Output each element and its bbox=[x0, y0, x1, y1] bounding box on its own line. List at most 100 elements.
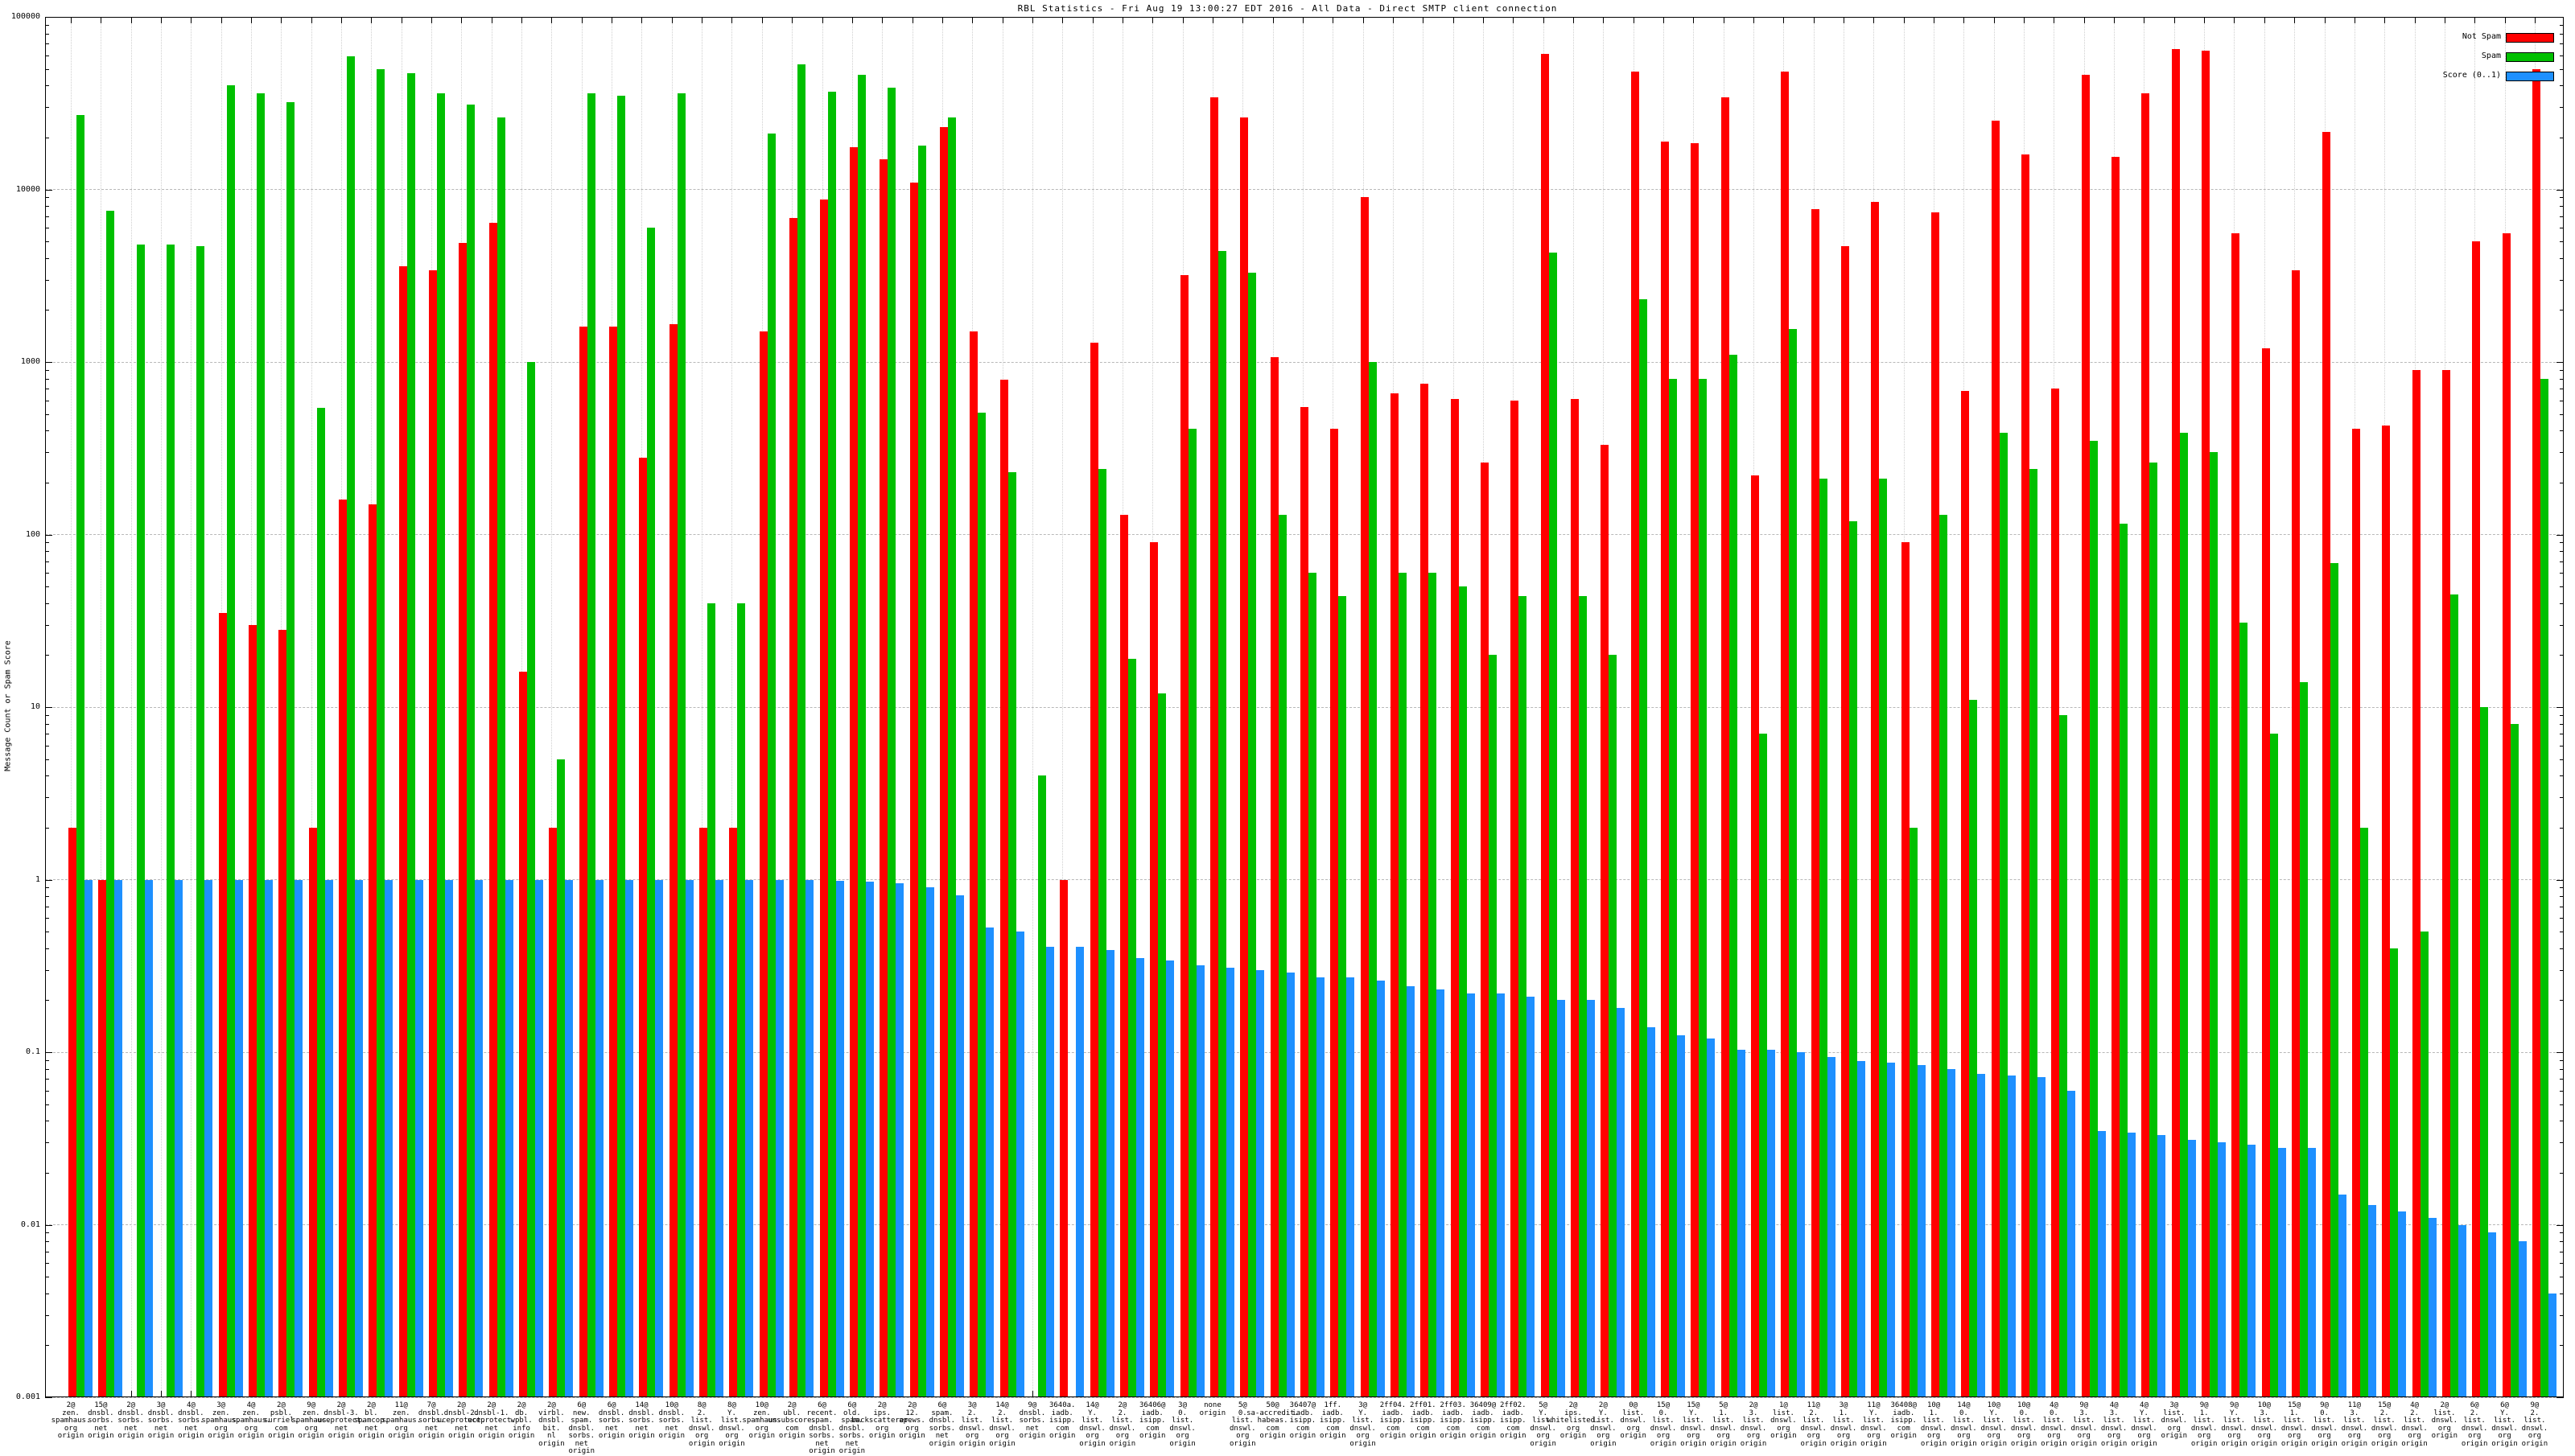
bar-spam bbox=[1458, 586, 1467, 1397]
bar-spam bbox=[1939, 515, 1948, 1397]
bar-not-spam bbox=[1060, 879, 1069, 1397]
bar-not-spam bbox=[1209, 97, 1218, 1397]
bar-spam bbox=[2149, 463, 2158, 1397]
bar-spam bbox=[917, 145, 926, 1397]
bar-score bbox=[1196, 964, 1205, 1397]
bar-spam bbox=[1368, 362, 1377, 1397]
bar-score bbox=[1977, 1073, 1986, 1397]
legend-label: Score (0..1) bbox=[2442, 71, 2501, 80]
bar-spam bbox=[1338, 595, 1347, 1397]
x-tick bbox=[341, 17, 343, 23]
bar-spam bbox=[406, 73, 415, 1397]
y-tick-label: 10 bbox=[30, 702, 40, 711]
bar-score bbox=[295, 879, 303, 1397]
x-tick bbox=[311, 17, 312, 23]
y-tick-minor bbox=[2560, 586, 2564, 588]
y-tick-minor bbox=[45, 279, 49, 281]
y-tick-minor bbox=[2560, 1104, 2564, 1105]
bar-spam bbox=[1278, 515, 1287, 1397]
y-tick-minor bbox=[45, 216, 49, 217]
bar-not-spam bbox=[2021, 154, 2030, 1397]
x-tick-label: 9@ 3. list. dnswl. org origin bbox=[2070, 1401, 2098, 1448]
y-tick-minor bbox=[2560, 887, 2564, 889]
bar-spam bbox=[2210, 452, 2219, 1397]
bar-spam bbox=[1098, 468, 1106, 1397]
x-tick bbox=[2474, 17, 2476, 23]
y-tick-minor bbox=[45, 452, 49, 454]
x-tick bbox=[2534, 17, 2536, 23]
x-tick-label: 4@ 3. list. dnswl. org origin bbox=[2100, 1401, 2128, 1448]
bar-not-spam bbox=[819, 199, 828, 1397]
x-tick-label: 10@ 0. list. dnswl. org origin bbox=[2010, 1401, 2037, 1448]
bar-score bbox=[234, 879, 243, 1397]
y-tick-minor bbox=[2560, 1263, 2564, 1265]
bar-not-spam bbox=[939, 126, 948, 1397]
x-tick bbox=[461, 17, 463, 23]
bar-not-spam bbox=[218, 613, 227, 1397]
bar-score bbox=[2097, 1130, 2106, 1397]
bar-score bbox=[2458, 1224, 2466, 1397]
bar-spam bbox=[2059, 714, 2068, 1397]
bar-spam bbox=[2269, 734, 2278, 1397]
bar-spam bbox=[76, 114, 84, 1397]
x-gridline bbox=[731, 17, 733, 1397]
bar-score bbox=[2548, 1293, 2556, 1397]
bar-score bbox=[925, 887, 934, 1397]
bar-score bbox=[655, 880, 664, 1397]
y-tick-minor bbox=[2560, 310, 2564, 311]
bar-not-spam bbox=[579, 327, 587, 1397]
x-tick bbox=[1272, 17, 1274, 23]
bar-score bbox=[625, 880, 634, 1397]
x-tick-label: 2ff01. iadb. isipp. com origin bbox=[1410, 1401, 1436, 1440]
bar-spam bbox=[106, 211, 115, 1397]
bar-score bbox=[775, 880, 784, 1397]
bar-score bbox=[324, 879, 333, 1397]
y-tick-major bbox=[45, 1397, 52, 1398]
bar-spam bbox=[1158, 693, 1167, 1397]
bar-spam bbox=[1759, 734, 1768, 1397]
bar-score bbox=[2218, 1142, 2227, 1397]
y-tick-minor bbox=[2560, 43, 2564, 45]
bar-score bbox=[385, 879, 393, 1397]
y-tick-minor bbox=[45, 603, 49, 604]
legend-swatch bbox=[2506, 52, 2554, 62]
bar-spam bbox=[1999, 432, 2008, 1397]
bar-score bbox=[715, 880, 724, 1397]
bar-spam bbox=[1849, 520, 1858, 1397]
bar-spam bbox=[2359, 827, 2368, 1397]
bar-spam bbox=[1188, 429, 1197, 1397]
y-tick-major bbox=[2556, 879, 2564, 881]
bar-score bbox=[1316, 977, 1325, 1397]
x-tick-label: 7@ dnsbl. sorbs. net origin bbox=[418, 1401, 445, 1440]
bar-spam bbox=[1127, 659, 1136, 1397]
bar-not-spam bbox=[429, 269, 438, 1397]
bar-score bbox=[835, 881, 844, 1397]
x-gridline bbox=[1032, 17, 1033, 1397]
x-tick bbox=[1032, 17, 1033, 23]
x-tick bbox=[761, 17, 763, 23]
bar-score bbox=[2128, 1133, 2136, 1397]
bar-spam bbox=[677, 93, 686, 1397]
bar-score bbox=[475, 879, 484, 1397]
y-tick-minor bbox=[45, 413, 49, 415]
y-tick-major bbox=[45, 189, 52, 191]
y-tick-major bbox=[45, 707, 52, 708]
y-tick-minor bbox=[2560, 551, 2564, 553]
bar-spam bbox=[1909, 827, 1918, 1397]
bar-score bbox=[2157, 1135, 2166, 1397]
x-tick-label: 15@ 2. list. dnswl. org origin bbox=[2371, 1401, 2398, 1448]
bar-spam bbox=[347, 56, 356, 1397]
y-tick-minor bbox=[2560, 655, 2564, 656]
y-tick-minor bbox=[45, 714, 49, 716]
x-tick-label: 2@ psbl. surriel. com origin bbox=[263, 1401, 299, 1440]
bar-not-spam bbox=[2412, 369, 2420, 1397]
x-tick-label: 8@ 2. list. dnswl. org origin bbox=[688, 1401, 715, 1448]
x-tick-label: none origin bbox=[1199, 1401, 1226, 1417]
bar-not-spam bbox=[249, 624, 258, 1397]
bar-score bbox=[414, 879, 423, 1397]
x-gridline bbox=[1062, 17, 1064, 1397]
bar-spam bbox=[1609, 655, 1617, 1397]
x-tick bbox=[851, 17, 853, 23]
bar-spam bbox=[1308, 573, 1316, 1397]
bar-spam bbox=[978, 412, 987, 1397]
